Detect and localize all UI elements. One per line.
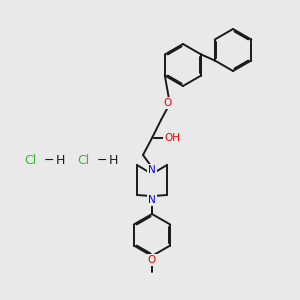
Text: N: N xyxy=(148,165,156,175)
Text: H: H xyxy=(55,154,65,166)
Text: −: − xyxy=(44,154,54,166)
Text: −: − xyxy=(97,154,107,166)
Text: H: H xyxy=(108,154,118,166)
Text: Cl: Cl xyxy=(77,154,89,166)
Text: O: O xyxy=(164,98,172,108)
Text: O: O xyxy=(148,255,156,265)
Text: OH: OH xyxy=(164,133,180,143)
Text: N: N xyxy=(148,195,156,205)
Text: Cl: Cl xyxy=(24,154,36,166)
